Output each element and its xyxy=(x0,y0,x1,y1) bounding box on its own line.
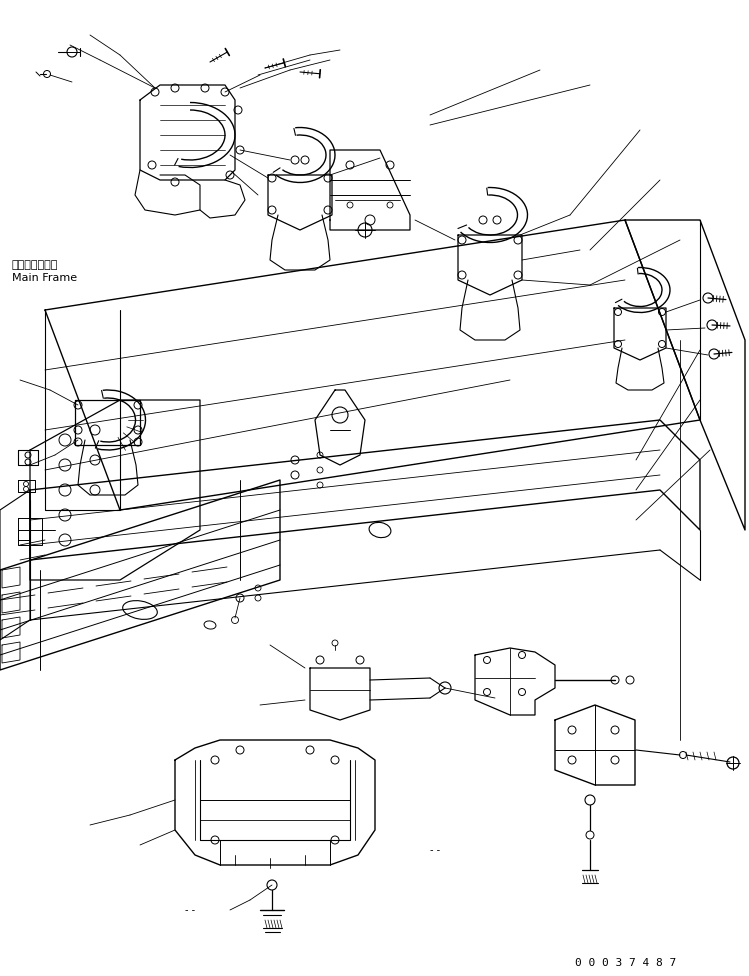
Text: メインフレーム: メインフレーム xyxy=(12,260,58,270)
Text: - -: - - xyxy=(185,905,195,915)
Text: Main Frame: Main Frame xyxy=(12,273,77,283)
Text: - -: - - xyxy=(430,845,440,855)
Text: 0 0 0 3 7 4 8 7: 0 0 0 3 7 4 8 7 xyxy=(575,958,676,968)
